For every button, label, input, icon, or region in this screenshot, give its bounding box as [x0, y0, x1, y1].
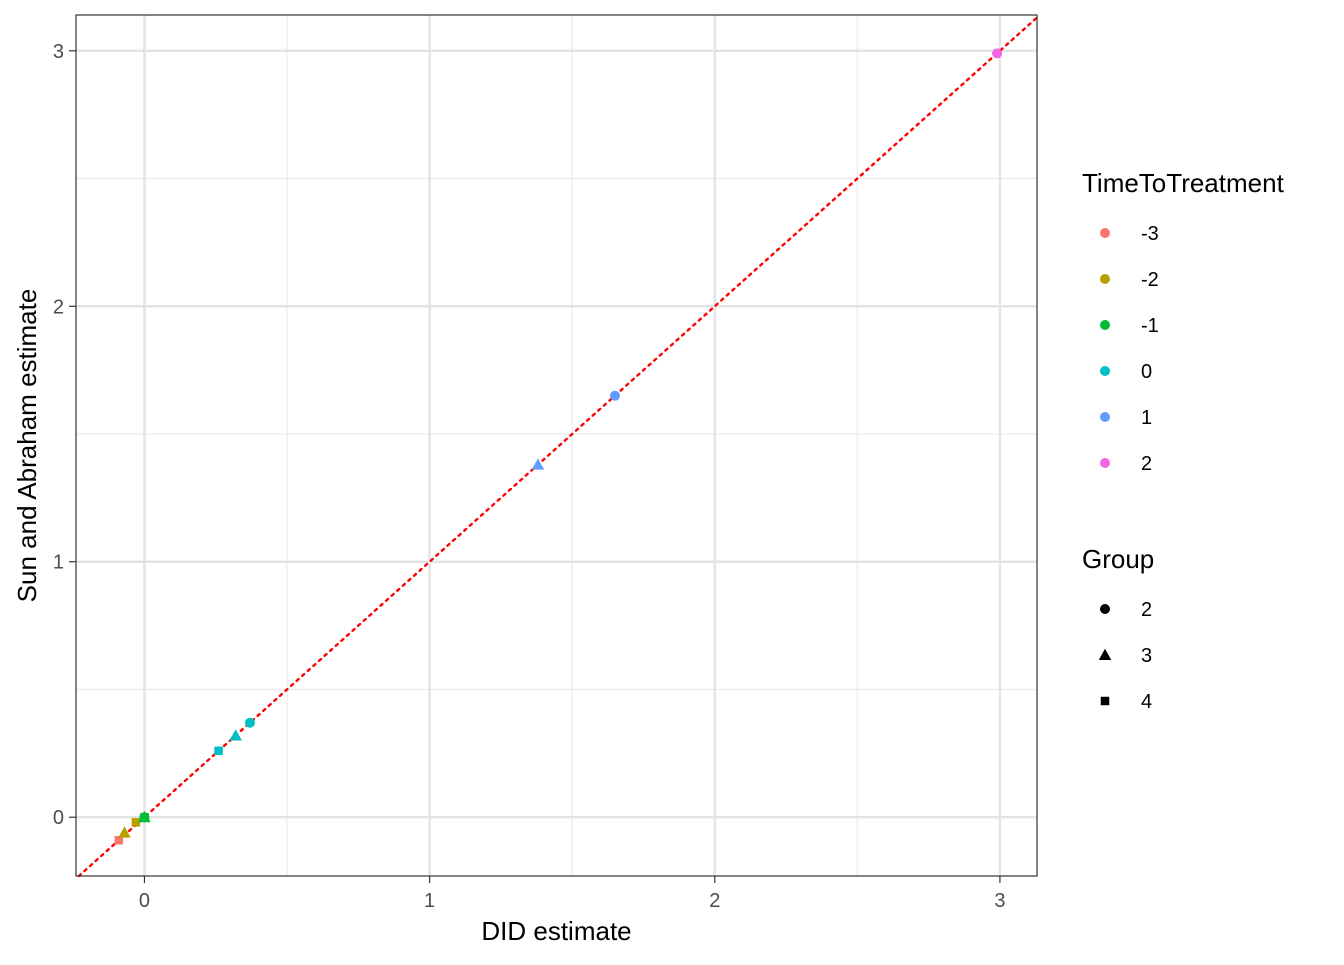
legend-color-label: -3	[1141, 223, 1159, 245]
legend-color-key	[1100, 366, 1110, 376]
legend-color-label: -1	[1141, 315, 1159, 337]
legend-shape-key	[1100, 604, 1110, 614]
legend-color-key	[1100, 458, 1110, 468]
data-point	[131, 818, 141, 827]
legend-color-key	[1100, 274, 1110, 284]
legend-shape-key	[1100, 696, 1110, 706]
legend-color-key	[1100, 412, 1110, 422]
points-group	[114, 48, 1003, 845]
legend-shape-label: 3	[1141, 645, 1152, 667]
data-point	[229, 729, 242, 741]
data-point	[114, 835, 124, 845]
legend-shape-title: Group	[1082, 544, 1154, 574]
legend-color-key	[1100, 320, 1110, 330]
grid-major	[76, 15, 1037, 876]
legend-shape-key	[1098, 648, 1112, 660]
data-point	[214, 746, 223, 756]
x-tick-label: 0	[139, 890, 150, 912]
data-point	[531, 458, 545, 470]
reference-line-group	[77, 16, 1039, 878]
legend-shape-label: 4	[1141, 691, 1152, 713]
legend-color-label: -2	[1141, 269, 1159, 291]
data-point	[992, 48, 1003, 59]
panel-border	[75, 14, 1038, 877]
y-tick-label: 3	[53, 41, 64, 63]
legend-color-title: TimeToTreatment	[1082, 168, 1285, 198]
legend-shape-label: 2	[1141, 599, 1152, 621]
x-axis-title: DID estimate	[481, 916, 631, 946]
x-tick-label: 1	[424, 890, 435, 912]
legend-shape: Group 2 3 4	[1082, 544, 1154, 713]
legend-color-label: 0	[1141, 361, 1152, 383]
data-point	[140, 812, 149, 822]
legend-color-label: 2	[1141, 453, 1152, 475]
y-axis-title: Sun and Abraham estimate	[12, 289, 42, 603]
y-tick-label: 0	[53, 807, 64, 829]
x-tick-label: 3	[994, 890, 1005, 912]
legend-color-label: 1	[1141, 407, 1152, 429]
data-point	[609, 390, 620, 401]
grid-minor	[76, 15, 1037, 876]
y-tick-label: 1	[53, 552, 64, 574]
y-axis-ticks: 0 1 2 3	[53, 41, 76, 829]
data-point	[244, 717, 255, 728]
reference-line	[77, 16, 1039, 878]
legend-color: TimeToTreatment -3 -2 -1 0 1 2	[1082, 168, 1285, 475]
x-axis-ticks: 0 1 2 3	[139, 876, 1005, 912]
legend-color-key	[1100, 228, 1110, 238]
data-point	[118, 826, 131, 838]
x-tick-label: 2	[709, 890, 720, 912]
y-tick-label: 2	[53, 296, 64, 318]
